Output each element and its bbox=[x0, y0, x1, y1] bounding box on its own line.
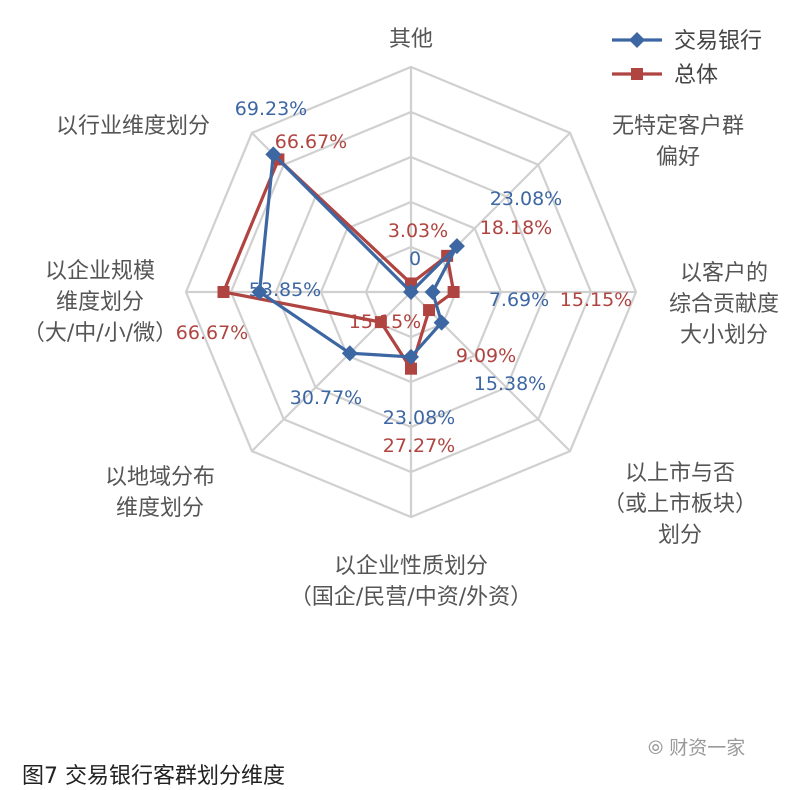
axis-label-4: 以企业性质划分 bbox=[334, 554, 488, 579]
data-point bbox=[403, 284, 419, 300]
data-point bbox=[433, 314, 450, 331]
data-labels: 0 23.08% 7.69% 15.38% 23.08% 30.77% 53.85% 69.2… bbox=[176, 98, 632, 457]
data-point bbox=[374, 316, 387, 329]
watermark-text: 财资一家 bbox=[669, 737, 746, 759]
data-point bbox=[217, 286, 230, 298]
figure-caption: 图7 交易银行客群划分维度 bbox=[22, 764, 285, 789]
axis-label-1: 偏好 bbox=[656, 145, 700, 170]
data-point bbox=[341, 345, 358, 362]
axis-label-4: （国企/民营/中资/外资） bbox=[290, 585, 532, 610]
series-layer bbox=[217, 146, 465, 375]
legend-label: 总体 bbox=[674, 63, 718, 88]
axis-label-5: 维度划分 bbox=[116, 496, 204, 521]
data-label: 30.77% bbox=[290, 387, 362, 409]
axis-label-2: 综合贡献度 bbox=[669, 292, 779, 317]
axis-label-6: 维度划分 bbox=[56, 290, 144, 315]
data-label: 18.18% bbox=[480, 217, 552, 239]
data-point bbox=[405, 362, 417, 375]
data-point bbox=[403, 348, 419, 365]
data-point bbox=[447, 286, 460, 298]
data-label: 9.09% bbox=[456, 345, 516, 367]
axis-label-3: （或上市板块） bbox=[603, 492, 757, 517]
data-label: 15.15% bbox=[560, 289, 632, 311]
data-label: 53.85% bbox=[249, 279, 321, 301]
wechat-icon: ⦾ bbox=[648, 737, 664, 759]
axis-label-7: 以行业维度划分 bbox=[56, 114, 210, 139]
grid-spoke bbox=[410, 291, 571, 452]
data-point bbox=[424, 284, 441, 300]
axis-label-1: 无特定客户群 bbox=[612, 114, 744, 139]
data-point bbox=[405, 277, 417, 290]
data-label: 27.27% bbox=[383, 435, 455, 457]
data-label: 23.08% bbox=[383, 407, 455, 429]
data-label: 66.67% bbox=[275, 131, 347, 153]
data-label: 0 bbox=[409, 248, 421, 270]
axis-label-5: 以地域分布 bbox=[105, 465, 215, 490]
legend-marker bbox=[631, 68, 643, 80]
axis-label-2: 以客户的 bbox=[680, 261, 768, 286]
data-label: 7.69% bbox=[489, 289, 549, 311]
axis-label-0: 其他 bbox=[389, 27, 433, 52]
data-point bbox=[251, 284, 268, 300]
axis-label-6: （大/中/小/微） bbox=[23, 321, 177, 346]
axis-label-6: 以企业规模 bbox=[45, 259, 155, 284]
data-label: 15.38% bbox=[474, 373, 546, 395]
data-point bbox=[423, 304, 436, 317]
data-label: 23.08% bbox=[490, 188, 562, 210]
data-label: 15.15% bbox=[349, 311, 421, 333]
axis-labels: 其他无特定客户群偏好以客户的综合贡献度大小划分以上市与否（或上市板块）划分以企业… bbox=[23, 27, 779, 610]
data-label: 69.23% bbox=[235, 98, 307, 120]
data-point bbox=[448, 238, 465, 255]
watermark: ⦾ 财资一家 bbox=[648, 733, 745, 760]
legend-label: 交易银行 bbox=[674, 29, 762, 54]
axis-label-3: 以上市与否 bbox=[625, 461, 735, 486]
data-label: 66.67% bbox=[176, 322, 248, 344]
series-交易银行 bbox=[251, 146, 465, 365]
axis-label-3: 划分 bbox=[658, 523, 702, 548]
legend-marker bbox=[629, 32, 645, 48]
data-label: 3.03% bbox=[388, 220, 448, 242]
axis-label-2: 大小划分 bbox=[680, 323, 768, 348]
data-point bbox=[265, 146, 282, 163]
